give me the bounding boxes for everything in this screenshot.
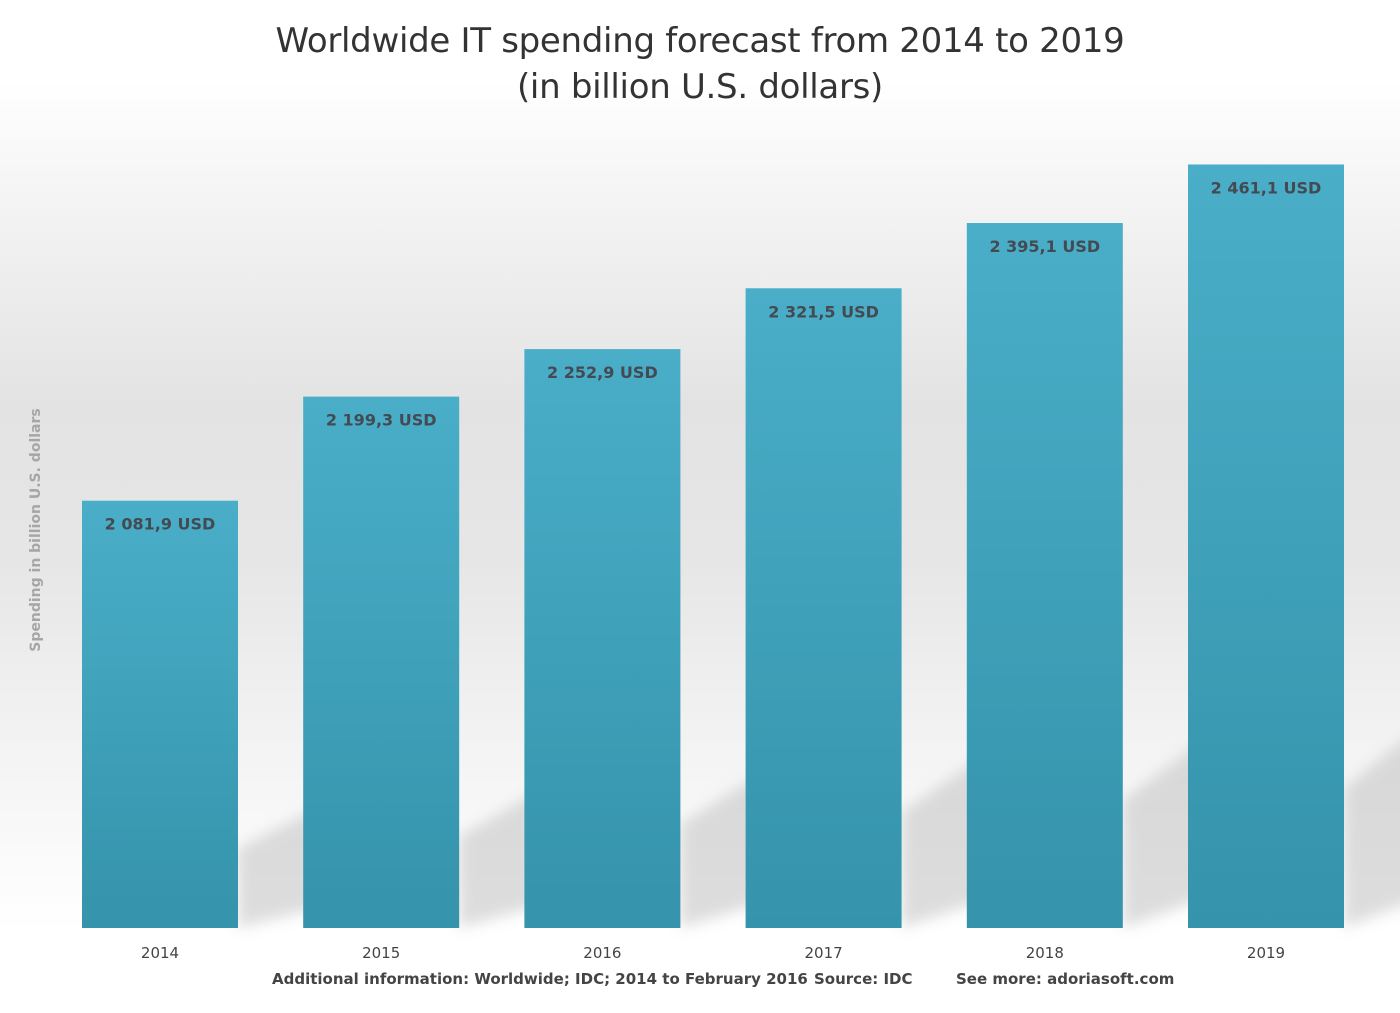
footer-source: Source: IDC <box>814 970 913 988</box>
bar-2018 <box>966 223 1123 928</box>
bar-2017 <box>745 288 902 928</box>
x-axis-ticks: 2014 2015 2016 2017 2018 2019 <box>141 944 1285 962</box>
bar-value-label: 2 081,9 USD <box>105 515 216 534</box>
bars <box>82 164 1344 928</box>
bar-value-label: 2 321,5 USD <box>768 302 879 321</box>
footer-additional-info: Additional information: Worldwide; IDC; … <box>272 970 808 988</box>
bar-shadow <box>1344 743 1400 928</box>
x-tick-label: 2017 <box>805 944 843 962</box>
footer-see-more[interactable]: See more: adoriasoft.com <box>956 970 1175 988</box>
chart-subtitle: (in billion U.S. dollars) <box>516 67 884 107</box>
x-tick-label: 2014 <box>141 944 179 962</box>
x-tick-label: 2016 <box>583 944 621 962</box>
bar-2014 <box>82 500 238 928</box>
bar-2016 <box>524 349 681 928</box>
bar-2019 <box>1188 164 1344 928</box>
bar-value-label: 2 395,1 USD <box>989 237 1100 256</box>
x-tick-label: 2015 <box>362 944 400 962</box>
chart-title-main: Worldwide IT spending forecast from 2014… <box>275 21 1125 61</box>
bar-value-label: 2 252,9 USD <box>547 363 658 382</box>
chart-title: Worldwide IT spending forecast from 2014… <box>0 18 1400 110</box>
bar-value-labels: 2 081,9 USD 2 199,3 USD 2 252,9 USD 2 321,5… <box>105 178 1322 533</box>
bar-value-label: 2 461,1 USD <box>1211 178 1322 197</box>
footer: Additional information: Worldwide; IDC; … <box>0 970 1400 992</box>
x-tick-label: 2019 <box>1247 944 1285 962</box>
bar-value-label: 2 199,3 USD <box>326 411 437 430</box>
bar-2015 <box>303 396 460 928</box>
x-tick-label: 2018 <box>1026 944 1064 962</box>
